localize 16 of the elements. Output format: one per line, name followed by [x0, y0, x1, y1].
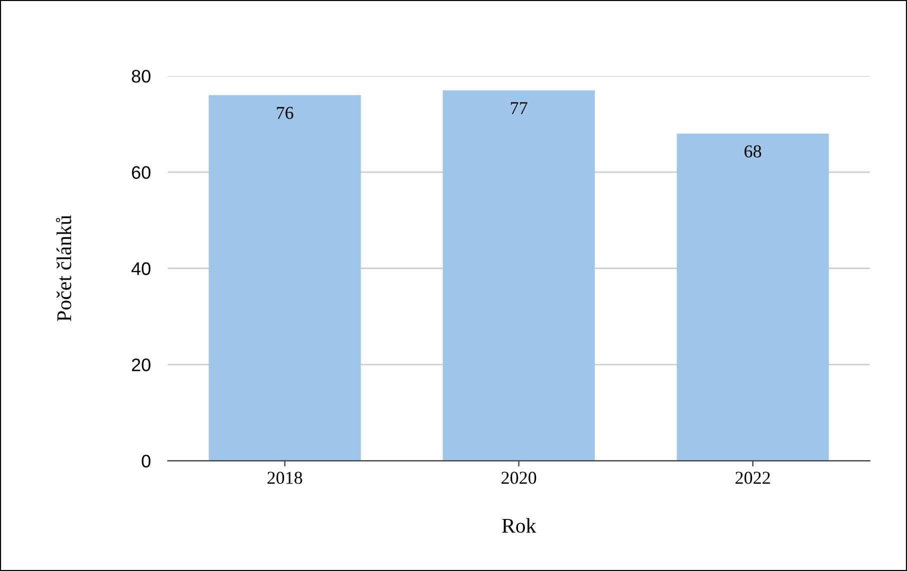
y-tick-label: 20 — [132, 358, 150, 372]
x-tick-label: 2018 — [268, 472, 302, 484]
bar — [442, 90, 595, 461]
data-label: 77 — [510, 102, 528, 114]
y-tick-label: 80 — [132, 70, 150, 83]
y-tick-label: 0 — [142, 454, 150, 468]
x-tick-label: 2022 — [736, 472, 770, 484]
y-tick-label: 40 — [131, 262, 150, 276]
data-label: 68 — [744, 145, 762, 158]
data-label: 76 — [276, 106, 294, 120]
x-tick-label: 2020 — [502, 472, 536, 484]
x-axis-title: Rok — [502, 518, 536, 533]
y-axis-title: Počet článků — [56, 215, 72, 322]
y-tick-label: 60 — [132, 166, 150, 179]
bar — [676, 134, 829, 461]
bar — [208, 95, 361, 461]
